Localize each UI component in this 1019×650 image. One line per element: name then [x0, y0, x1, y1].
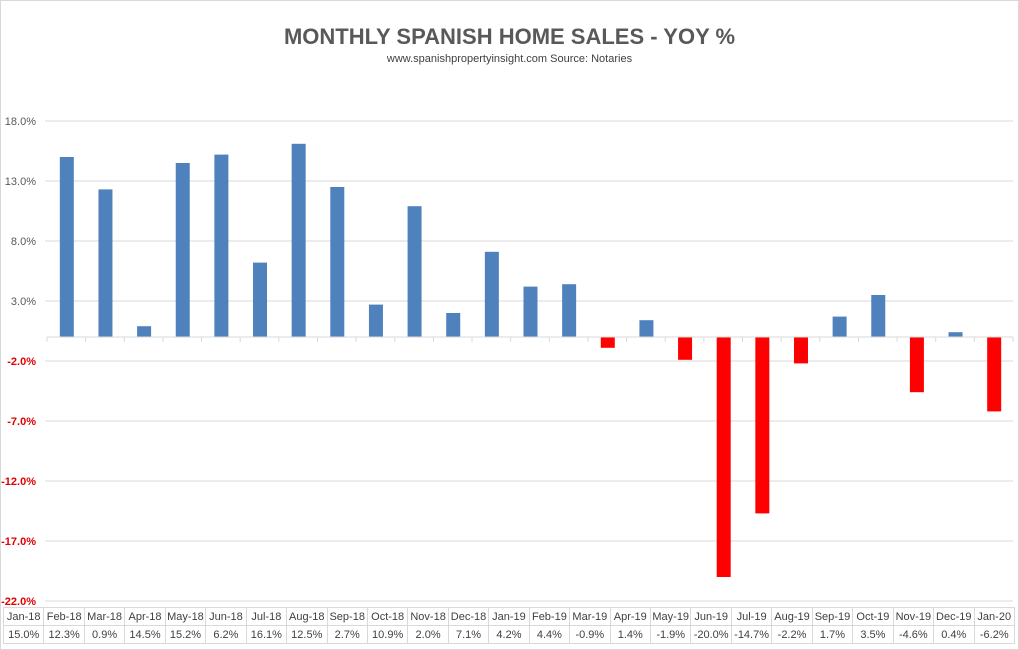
value-label: 12.5% — [286, 625, 328, 644]
category-label: Sep-19 — [811, 607, 854, 626]
bar — [59, 157, 74, 337]
data-table-value-row: 15.0% 12.3% 0.9% 14.5% 15.2% 6.2% 16.1% 12.5% 2.… — [2, 625, 1015, 644]
value-label: 7.1% — [447, 625, 490, 644]
bar — [98, 189, 113, 337]
value-label: 1.4% — [609, 625, 652, 644]
category-label: Aug-18 — [286, 607, 328, 626]
bar — [291, 143, 306, 337]
bar — [793, 337, 808, 364]
bar — [330, 187, 345, 337]
category-label: Jan-20 — [973, 607, 1015, 626]
category-label: Aug-19 — [771, 607, 813, 626]
category-label: Jan-19 — [488, 607, 530, 626]
value-label: 15.0% — [2, 625, 45, 644]
category-label: Dec-19 — [933, 607, 975, 626]
value-label: 6.2% — [205, 625, 247, 644]
category-label: Dec-18 — [447, 607, 490, 626]
bar — [253, 262, 268, 337]
category-label: Feb-19 — [528, 607, 571, 626]
chart-title: MONTHLY SPANISH HOME SALES - YOY % — [283, 24, 736, 49]
bar — [175, 163, 190, 337]
category-label: Jan-18 — [2, 607, 45, 626]
y-tick-label: -17.0% — [1, 536, 36, 548]
bar — [600, 337, 615, 348]
category-label: Jun-19 — [690, 607, 732, 626]
y-tick-label: -7.0% — [7, 416, 36, 428]
value-label: -2.2% — [771, 625, 813, 644]
y-tick-label: 18.0% — [5, 116, 36, 128]
value-label: 4.4% — [528, 625, 571, 644]
value-label: -0.9% — [569, 625, 611, 644]
category-label: May-18 — [164, 607, 207, 626]
category-label: Oct-19 — [852, 607, 894, 626]
category-label: Oct-18 — [366, 607, 409, 626]
bar — [523, 286, 538, 337]
category-label: Mar-18 — [83, 607, 126, 626]
value-label: -4.6% — [892, 625, 935, 644]
bar — [948, 332, 963, 337]
category-label: Nov-19 — [892, 607, 935, 626]
value-label: 16.1% — [245, 625, 288, 644]
value-label: 15.2% — [164, 625, 207, 644]
category-label: Sep-18 — [326, 607, 368, 626]
bar — [755, 337, 770, 514]
y-tick-label: 13.0% — [5, 176, 36, 188]
value-label: 2.0% — [407, 625, 449, 644]
value-label: 12.3% — [43, 625, 85, 644]
y-tick-label: -2.0% — [7, 356, 36, 368]
bar — [137, 326, 152, 337]
bar — [716, 337, 731, 577]
chart-subtitle: www.spanishpropertyinsight.com Source: N… — [386, 53, 633, 65]
bar — [832, 316, 847, 337]
value-label: 0.4% — [933, 625, 975, 644]
bar — [639, 320, 654, 337]
bar — [214, 154, 229, 337]
value-label: 3.5% — [852, 625, 894, 644]
category-label: Jul-18 — [245, 607, 288, 626]
value-label: 0.9% — [83, 625, 126, 644]
category-label: Jun-18 — [205, 607, 247, 626]
bar — [987, 337, 1002, 412]
category-label: May-19 — [649, 607, 692, 626]
value-label: 4.2% — [488, 625, 530, 644]
category-label: Apr-18 — [124, 607, 166, 626]
category-label: Mar-19 — [569, 607, 611, 626]
value-label: -14.7% — [730, 625, 773, 644]
value-label: -20.0% — [690, 625, 732, 644]
value-label: 2.7% — [326, 625, 368, 644]
category-label: Feb-18 — [43, 607, 85, 626]
value-label: 10.9% — [366, 625, 409, 644]
value-label: -6.2% — [973, 625, 1015, 644]
category-label: Nov-18 — [407, 607, 449, 626]
y-tick-label: -22.0% — [1, 596, 36, 608]
category-label: Jul-19 — [730, 607, 773, 626]
y-tick-label: -12.0% — [1, 476, 36, 488]
value-label: 14.5% — [124, 625, 166, 644]
bar — [446, 313, 461, 337]
category-label: Apr-19 — [609, 607, 652, 626]
bar — [484, 251, 499, 337]
bar — [871, 295, 886, 337]
value-label: -1.9% — [649, 625, 692, 644]
data-table: Jan-18 Feb-18 Mar-18 Apr-18 May-18 Jun-18 Jul-… — [2, 607, 1015, 644]
bar — [407, 206, 422, 337]
bar — [368, 304, 383, 337]
y-tick-label: 8.0% — [11, 236, 36, 248]
value-label: 1.7% — [811, 625, 854, 644]
data-table-header-row: Jan-18 Feb-18 Mar-18 Apr-18 May-18 Jun-18 Jul-… — [2, 607, 1015, 626]
y-tick-label: 3.0% — [11, 296, 36, 308]
bar — [678, 337, 693, 360]
bar — [562, 284, 577, 337]
bar — [909, 337, 924, 393]
